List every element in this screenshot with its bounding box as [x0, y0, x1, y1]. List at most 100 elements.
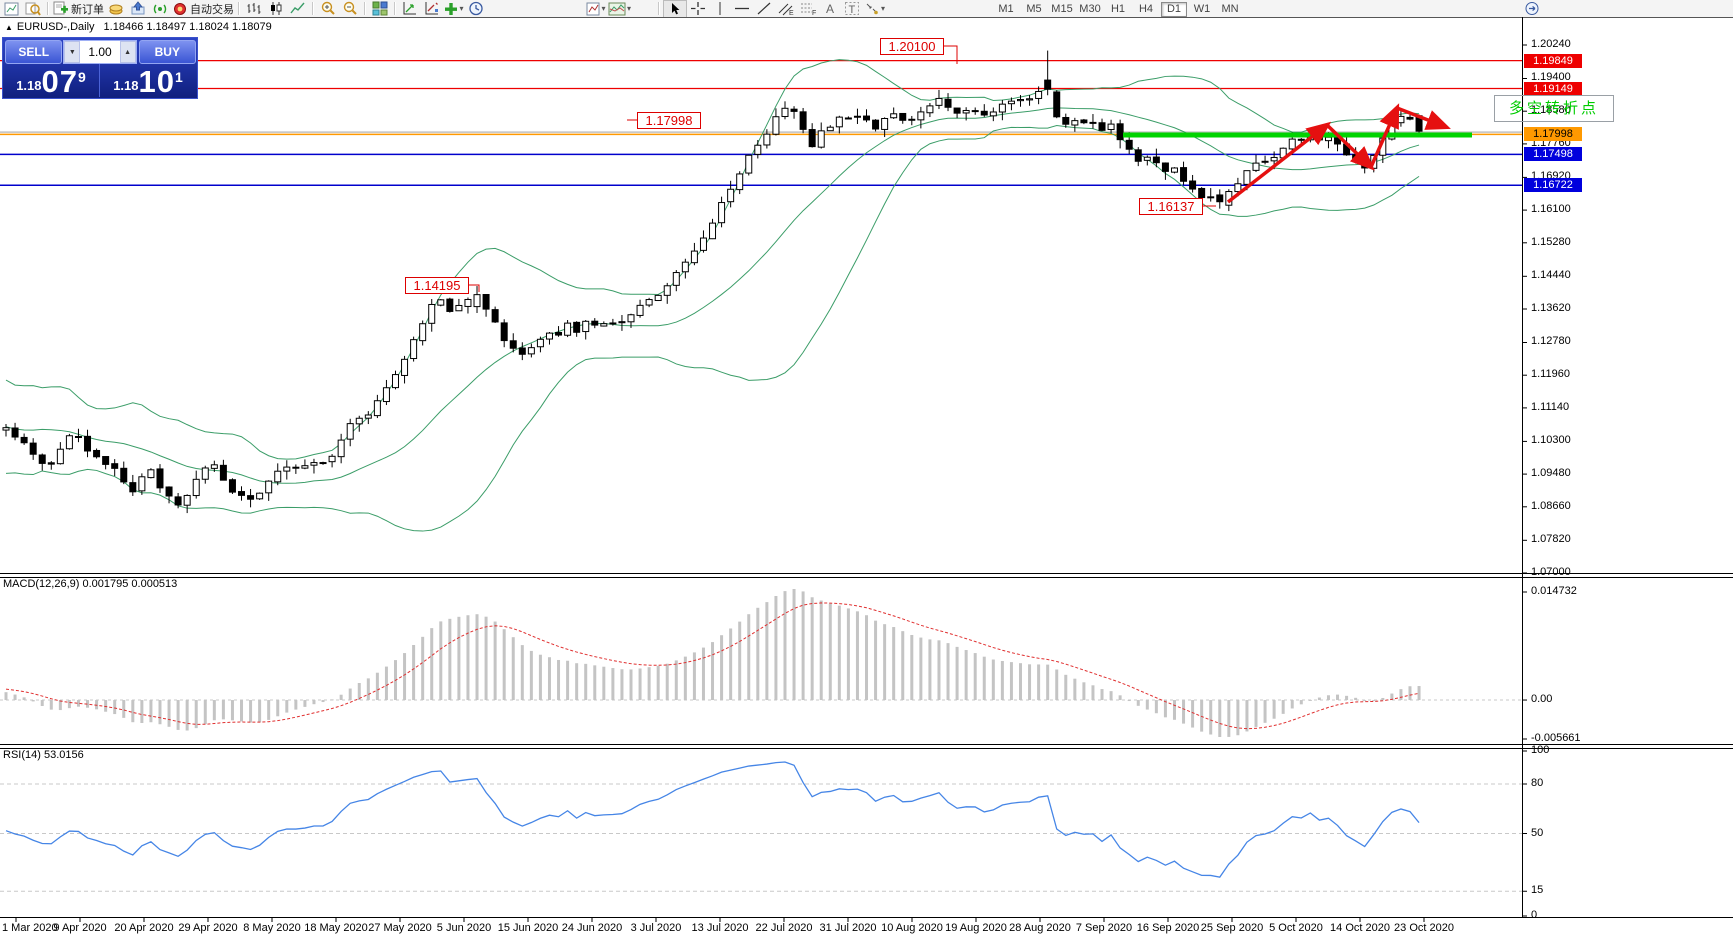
window-chart-icon[interactable] — [0, 1, 22, 17]
candlestick-type-icon[interactable] — [265, 1, 287, 17]
timeframe-m15-button[interactable]: M15 — [1051, 3, 1073, 15]
autotrade-button[interactable]: 自动交易 — [171, 1, 235, 17]
channel-tool-icon[interactable]: E — [775, 1, 797, 17]
symbol-period-label: EURUSD-,Daily — [16, 21, 95, 33]
hline-layer — [0, 59, 1522, 187]
template-caret-icon[interactable]: ▾ — [627, 4, 632, 13]
volume-box: ▼ 1.00 ▲ — [63, 40, 137, 64]
date-label: 5 Oct 2020 — [1269, 922, 1323, 934]
date-label: 1 Mar 2020 — [2, 922, 58, 934]
date-label: 7 Sep 2020 — [1075, 922, 1133, 934]
rsi-level-label: 15 — [1531, 884, 1544, 897]
price-badge: 1.19149 — [1524, 81, 1582, 96]
svg-text:T: T — [849, 4, 856, 16]
fibonacci-tool-icon[interactable]: F — [797, 1, 819, 17]
price-badge: 1.16722 — [1524, 178, 1582, 193]
sell-price-big: 07 — [41, 64, 78, 99]
chart-title: ▲ EURUSD-,Daily 1.18466 1.18497 1.18024 1.… — [5, 21, 272, 33]
one-click-trading-panel: SELL ▼ 1.00 ▲ BUY 1.18 07 9 1.18 10 1 — [2, 37, 198, 99]
line-chart-type-icon[interactable] — [287, 1, 309, 17]
bar-chart-type-icon[interactable] — [243, 1, 265, 17]
price-badge: 1.17498 — [1524, 147, 1582, 162]
sell-price-button[interactable]: 1.18 07 9 — [3, 64, 99, 97]
price-tick-label: 1.08660 — [1531, 499, 1571, 512]
timeframe-h4-button[interactable]: H4 — [1138, 3, 1154, 15]
panel-toggle-icon[interactable]: ▲ — [5, 23, 13, 32]
horizontal-line-tool-icon[interactable] — [731, 1, 753, 17]
date-label: 8 May 2020 — [243, 922, 301, 934]
publish-icon[interactable] — [127, 1, 149, 17]
crosshair-tool-icon[interactable] — [687, 1, 709, 17]
macd-layer — [0, 589, 1522, 737]
drawing-layer — [467, 45, 1472, 292]
price-tick-label: 1.07820 — [1531, 533, 1571, 546]
chart-shift-icon[interactable] — [1521, 1, 1543, 17]
price-tick-label: 1.07000 — [1531, 566, 1571, 578]
timeframe-m5-button[interactable]: M5 — [1026, 3, 1042, 15]
zoom-out-icon[interactable] — [339, 1, 361, 17]
macd-max-label: 0.014732 — [1531, 585, 1577, 597]
arrows-caret-icon[interactable]: ▾ — [881, 4, 886, 13]
price-label: 1.17998 — [637, 112, 701, 129]
toolbar: 新订单 自动交易 ▾ ▾ ▾ E F A T ▾ M1 M5 M15 M3 — [0, 0, 1733, 18]
new-chart-caret-icon[interactable]: ▾ — [601, 4, 606, 13]
preview-icon[interactable] — [22, 1, 44, 17]
date-label: 16 Sep 2020 — [1136, 922, 1200, 934]
timeframe-m1-button[interactable]: M1 — [998, 3, 1014, 15]
buy-price-button[interactable]: 1.18 10 1 — [100, 64, 196, 97]
price-label: 1.14195 — [405, 277, 469, 294]
template-button[interactable]: ▾ — [607, 1, 632, 17]
period-clock-icon[interactable] — [465, 1, 487, 17]
buy-price-sup: 1 — [175, 69, 183, 85]
date-label: 31 Jul 2020 — [819, 922, 877, 934]
rsi-level-label: 50 — [1531, 826, 1544, 839]
volume-input[interactable]: 1.00 — [88, 45, 112, 59]
candles-layer — [2, 50, 1423, 514]
sell-button[interactable]: SELL — [5, 40, 63, 64]
date-label: 18 May 2020 — [304, 922, 368, 934]
timeframe-w1-button[interactable]: W1 — [1193, 3, 1211, 15]
market-watch-icon[interactable] — [105, 1, 127, 17]
timeframe-m30-button[interactable]: M30 — [1079, 3, 1101, 15]
signal-icon[interactable] — [149, 1, 171, 17]
autotrade-label: 自动交易 — [190, 3, 234, 16]
price-tick-label: 1.12780 — [1531, 335, 1571, 348]
macd-zero-label: 0.00 — [1531, 693, 1553, 706]
volume-decrease-button[interactable]: ▼ — [64, 41, 81, 63]
label-tool-icon[interactable]: T — [841, 1, 863, 17]
date-label: 29 Apr 2020 — [178, 922, 238, 934]
date-label: 10 Aug 2020 — [881, 922, 943, 934]
turning-point-annotation[interactable]: 多空转折点 — [1494, 95, 1614, 122]
arrows-tool-icon[interactable]: ▾ — [863, 1, 886, 17]
buy-price-big: 10 — [138, 64, 175, 99]
buy-button[interactable]: BUY — [138, 40, 196, 64]
vertical-line-tool-icon[interactable] — [709, 1, 731, 17]
objects-window-icon[interactable] — [421, 1, 443, 17]
rsi-level-label: 100 — [1531, 744, 1550, 756]
date-label: 23 Oct 2020 — [1394, 922, 1454, 934]
rsi-header: RSI(14) 53.0156 — [3, 749, 84, 761]
text-tool-icon[interactable]: A — [819, 1, 841, 17]
price-tick-label: 1.19400 — [1531, 71, 1571, 84]
price-tick-label: 1.15280 — [1531, 235, 1571, 248]
indicator-window-icon[interactable] — [399, 1, 421, 17]
timeframe-h1-button[interactable]: H1 — [1110, 3, 1126, 15]
new-order-button[interactable]: 新订单 — [52, 1, 105, 17]
sell-price-sup: 9 — [78, 69, 86, 85]
timeframe-d1-button[interactable]: D1 — [1161, 2, 1187, 17]
ohlc-values: 1.18466 1.18497 1.18024 1.18079 — [103, 21, 272, 33]
add-indicator-caret-icon[interactable]: ▾ — [459, 4, 464, 13]
date-label: 24 Jun 2020 — [561, 922, 623, 934]
price-tick-label: 1.09480 — [1531, 467, 1571, 480]
new-chart-button[interactable]: ▾ — [585, 1, 607, 17]
trendline-tool-icon[interactable] — [753, 1, 775, 17]
timeframe-mn-button[interactable]: MN — [1221, 3, 1239, 15]
date-label: 19 Aug 2020 — [945, 922, 1007, 934]
zoom-in-icon[interactable] — [317, 1, 339, 17]
tile-windows-icon[interactable] — [369, 1, 391, 17]
add-indicator-button[interactable]: ▾ — [443, 1, 465, 17]
volume-increase-button[interactable]: ▲ — [119, 41, 136, 63]
date-label: 13 Jul 2020 — [691, 922, 749, 934]
sell-price-prefix: 1.18 — [16, 78, 42, 93]
